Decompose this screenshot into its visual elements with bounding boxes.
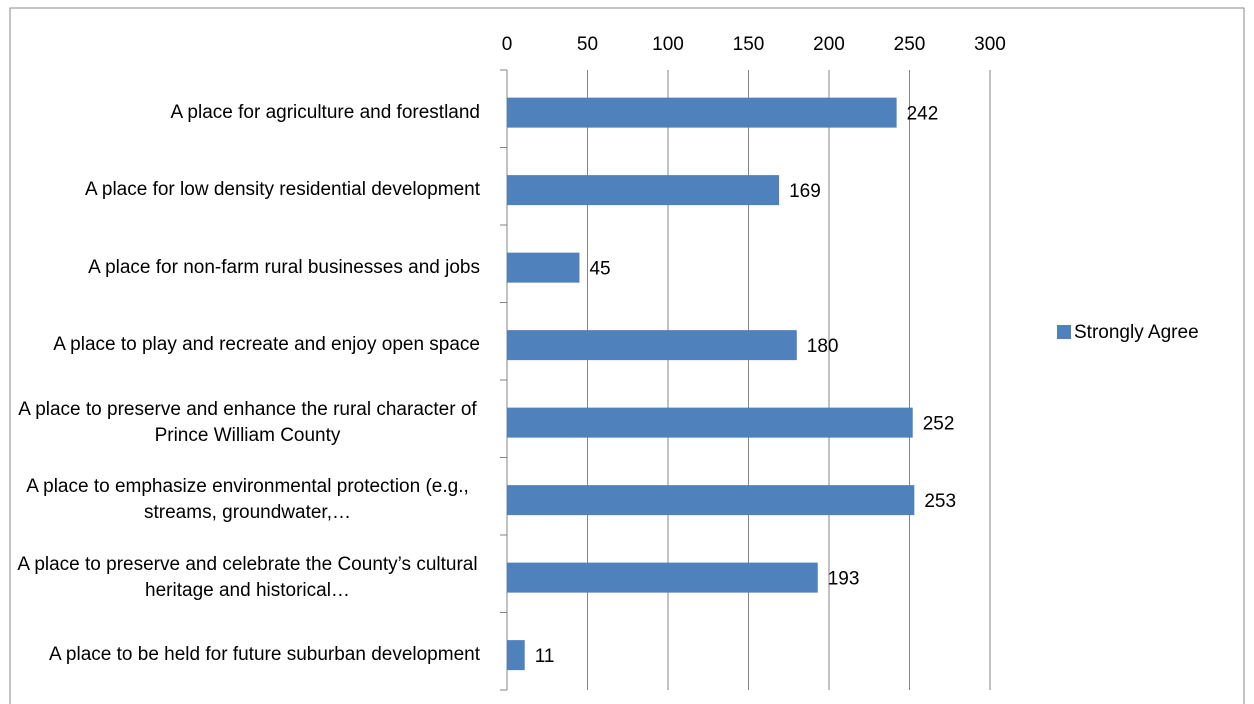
bar	[507, 97, 897, 128]
y-tick-label-box: A place to preserve and celebrate the Co…	[10, 552, 480, 604]
bar	[507, 175, 780, 206]
y-tick-label-box: A place to be held for future suburban d…	[10, 642, 480, 668]
y-tick-label-box: A place to preserve and enhance the rura…	[10, 397, 480, 449]
data-label: 252	[923, 414, 955, 435]
x-tick-label: 150	[733, 34, 765, 55]
y-tick-label: A place to emphasize environmental prote…	[26, 476, 469, 524]
x-tick-label: 50	[577, 34, 598, 55]
y-tick-label: A place to play and recreate and enjoy o…	[53, 334, 480, 356]
x-tick-label: 0	[502, 34, 513, 55]
x-tick-label: 200	[813, 34, 845, 55]
data-label: 180	[807, 336, 839, 357]
y-tick-label-box: A place to play and recreate and enjoy o…	[10, 332, 480, 358]
bar	[507, 485, 915, 516]
legend-swatch	[1057, 325, 1071, 339]
bar	[507, 330, 797, 361]
legend-label: Strongly Agree	[1074, 322, 1199, 343]
y-tick-label: A place for low density residential deve…	[84, 179, 480, 201]
bar	[507, 640, 525, 671]
x-tick-label: 250	[894, 34, 926, 55]
y-tick-label: A place for agriculture and forestland	[170, 101, 480, 123]
y-tick-label-box: A place for non-farm rural businesses an…	[10, 255, 480, 281]
bar	[507, 562, 818, 593]
data-label: 242	[907, 104, 939, 125]
x-tick-label: 300	[974, 34, 1006, 55]
y-tick-label-box: A place to emphasize environmental prote…	[10, 474, 480, 526]
y-tick-label-box: A place for agriculture and forestland	[10, 100, 480, 126]
data-label: 253	[924, 491, 956, 512]
y-tick-label: A place to be held for future suburban d…	[49, 644, 480, 666]
x-tick-label: 100	[652, 34, 684, 55]
bar	[507, 252, 580, 283]
data-label: 193	[828, 569, 860, 590]
y-tick-label-box: A place for low density residential deve…	[10, 177, 480, 203]
y-tick-label: A place for non-farm rural businesses an…	[88, 256, 480, 278]
chart-border	[9, 7, 1245, 704]
bar	[507, 407, 913, 438]
y-tick-label: A place to preserve and celebrate the Co…	[17, 553, 478, 601]
y-tick-label: A place to preserve and enhance the rura…	[18, 398, 477, 446]
data-label: 11	[535, 646, 555, 667]
data-label: 45	[589, 259, 610, 280]
data-label: 169	[789, 181, 821, 202]
